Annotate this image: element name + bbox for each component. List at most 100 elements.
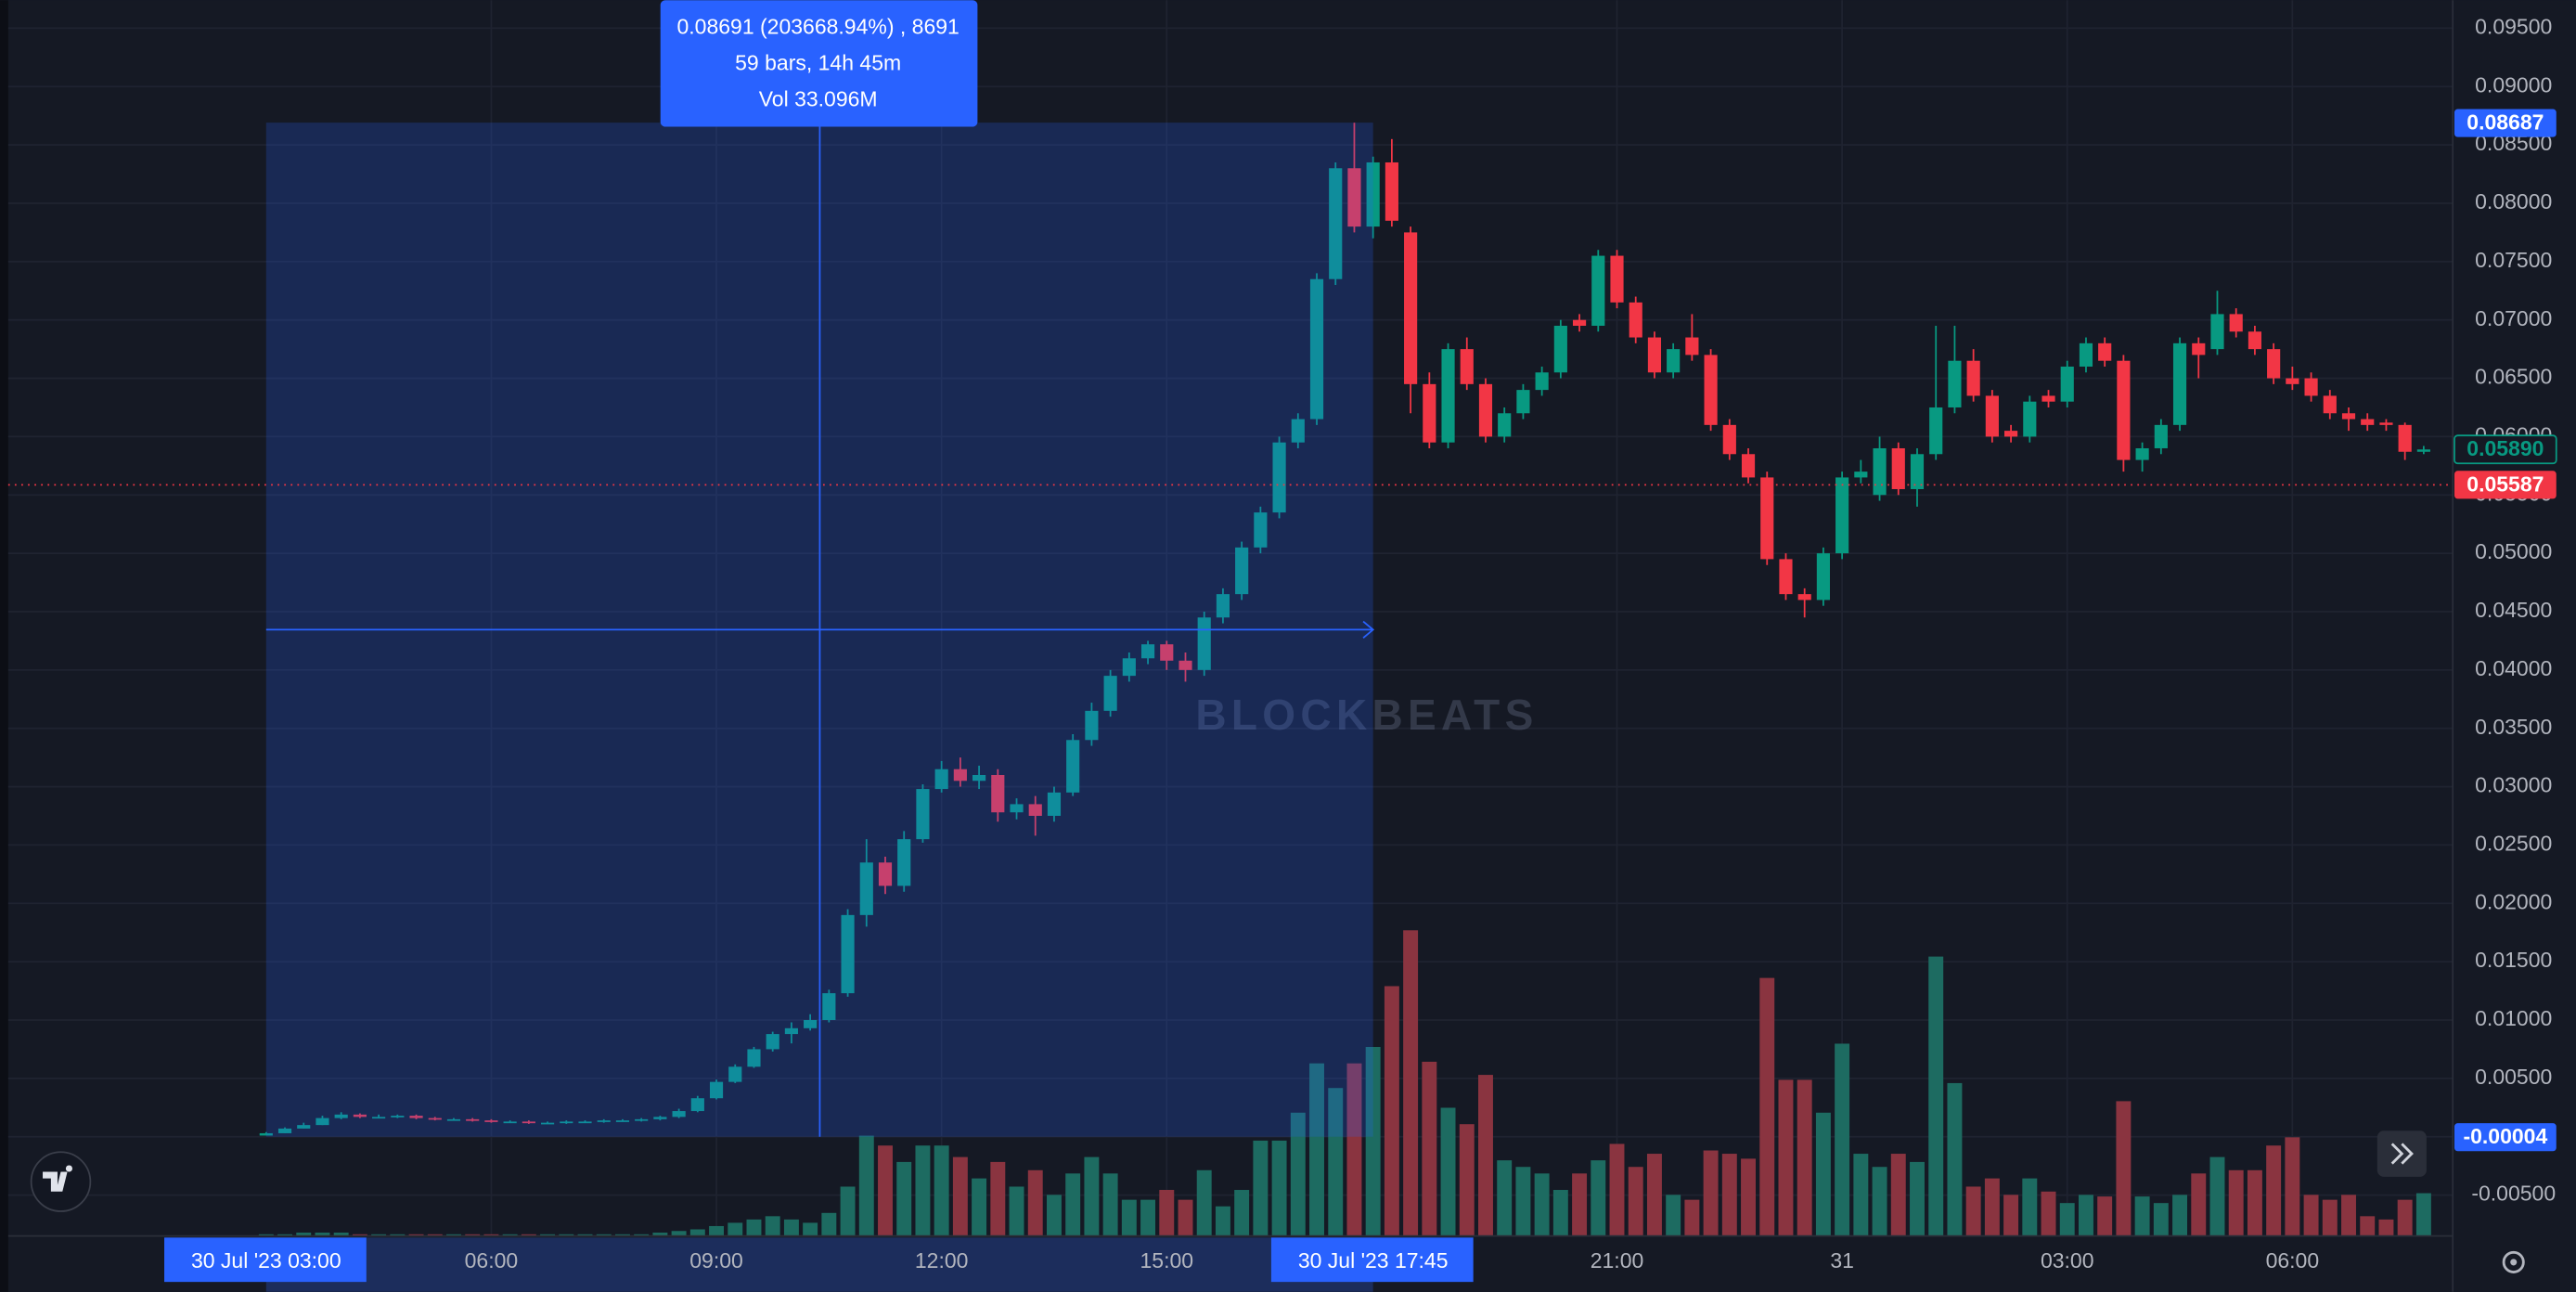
- volume-bar: [2153, 1203, 2169, 1236]
- candle-body: [2304, 378, 2318, 396]
- candle-body: [428, 1118, 442, 1120]
- candle-body: [2004, 431, 2018, 437]
- settings-icon[interactable]: [2502, 1250, 2525, 1273]
- x-tick-label: 06:00: [2266, 1248, 2320, 1273]
- logo-mark: [43, 1165, 72, 1192]
- candle-body: [2267, 349, 2281, 379]
- volume-bar: [2341, 1195, 2356, 1236]
- candle-body: [784, 1027, 798, 1035]
- candle-body: [1047, 792, 1062, 816]
- candle-body: [841, 914, 855, 994]
- tradingview-logo[interactable]: [30, 1151, 92, 1212]
- candle-body: [1254, 512, 1268, 548]
- candle-body: [2286, 378, 2299, 384]
- volume-bar: [1102, 1173, 1118, 1236]
- volume-bar: [1984, 1178, 2000, 1236]
- volume-bar: [2134, 1196, 2150, 1236]
- volume-bar: [1853, 1154, 1869, 1236]
- volume-bar: [1384, 986, 1399, 1236]
- x-tick-label: 06:00: [465, 1248, 519, 1273]
- y-tick-label: 0.09500: [2475, 14, 2552, 38]
- candle-body: [1216, 594, 1230, 618]
- volume-bar: [2059, 1203, 2075, 1236]
- volume-bar: [1140, 1199, 1156, 1236]
- candle-body: [2416, 449, 2430, 452]
- candle-body: [1685, 337, 1699, 355]
- volume-bar: [2172, 1195, 2188, 1236]
- candle-body: [316, 1118, 329, 1126]
- volume-bar: [1084, 1156, 1100, 1236]
- volume-bar: [1046, 1195, 1062, 1236]
- volume-bar: [1928, 956, 1944, 1236]
- candle-body: [916, 789, 930, 840]
- volume-bar: [296, 1233, 312, 1236]
- candle-body: [2117, 360, 2131, 460]
- candle-body: [391, 1116, 405, 1118]
- measure-tooltip-text: 59 bars, 14h 45m: [735, 50, 901, 74]
- y-tick-label: 0.01000: [2475, 1006, 2552, 1030]
- candle-body: [2361, 419, 2375, 425]
- volume-bar: [1947, 1082, 1963, 1236]
- volume-bar: [1459, 1124, 1475, 1236]
- candle-body: [2210, 314, 2224, 350]
- price-label: 0.05587: [2467, 472, 2544, 496]
- candle-body: [1498, 413, 1512, 437]
- x-tick-label: 12:00: [915, 1248, 969, 1273]
- volume-bar: [915, 1145, 931, 1236]
- volume-bar: [1365, 1046, 1381, 1236]
- price-label: 0.05890: [2467, 436, 2544, 460]
- volume-bar: [1778, 1079, 1794, 1236]
- candle-body: [1404, 232, 1418, 384]
- candle-body: [1610, 255, 1624, 303]
- candle-body: [822, 993, 836, 1020]
- volume-bar: [1403, 930, 1419, 1236]
- price-label-box: [2454, 471, 2557, 499]
- candle-body: [1272, 442, 1286, 513]
- candle-body: [446, 1118, 461, 1121]
- candle-body: [1103, 676, 1117, 711]
- volume-bar: [972, 1178, 987, 1236]
- candle-body: [690, 1098, 704, 1112]
- volume-bar: [2228, 1169, 2244, 1236]
- volume-bar: [1910, 1161, 1925, 1236]
- candle-body: [1085, 710, 1099, 741]
- candle-body: [1385, 162, 1398, 221]
- volume-bar: [671, 1231, 687, 1236]
- volume-bar: [783, 1219, 799, 1236]
- candle-body: [1948, 360, 1962, 407]
- candle-body: [1516, 390, 1530, 414]
- candle-body: [728, 1066, 742, 1082]
- candle-body: [709, 1081, 724, 1099]
- candle-body: [1779, 559, 1793, 595]
- candle-body: [297, 1125, 311, 1129]
- volume-bar: [1646, 1154, 1662, 1236]
- candle-body: [1291, 419, 1305, 443]
- price-label-box: [2454, 434, 2557, 465]
- y-tick-label: 0.05000: [2475, 539, 2552, 563]
- volume-bar: [821, 1212, 837, 1236]
- candle-body: [1553, 325, 1567, 373]
- scroll-icon: [2390, 1143, 2414, 1165]
- candle-body: [1535, 372, 1549, 391]
- candle-body: [522, 1121, 535, 1124]
- x-tick-label: 03:00: [2041, 1248, 2094, 1273]
- y-tick-label: 0.01500: [2475, 948, 2552, 972]
- candle-body: [1760, 477, 1774, 560]
- candle-body: [1347, 168, 1361, 227]
- candle-body: [766, 1034, 779, 1050]
- x-tick-box: [164, 1237, 367, 1283]
- candle-body: [484, 1120, 498, 1122]
- candle-body: [409, 1116, 423, 1118]
- candle-body: [353, 1114, 367, 1118]
- candle-body: [1891, 447, 1905, 489]
- volume-bar: [1552, 1190, 1568, 1236]
- volume-bar: [2078, 1195, 2093, 1236]
- volume-bar: [1121, 1199, 1137, 1236]
- y-tick-label: 0.02500: [2475, 832, 2552, 856]
- volume-bar: [1835, 1043, 1850, 1236]
- settings-button[interactable]: [2502, 1250, 2525, 1273]
- volume-bar: [2303, 1195, 2319, 1236]
- candle-body: [1179, 660, 1192, 670]
- scroll-button[interactable]: [2376, 1130, 2427, 1177]
- candle-body: [1423, 383, 1436, 443]
